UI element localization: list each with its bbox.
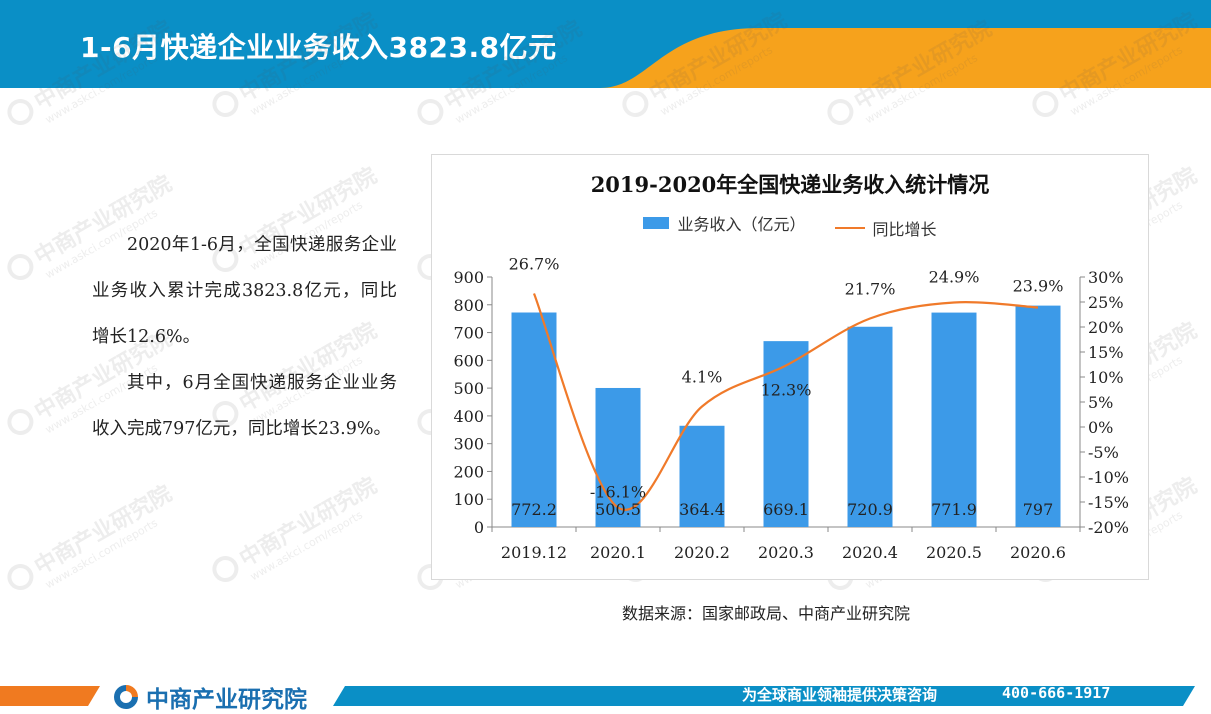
- x-tick-label: 2020.5: [926, 543, 982, 562]
- bar: [679, 425, 725, 527]
- x-tick-label: 2020.2: [674, 543, 730, 562]
- footer-bar: [0, 686, 1195, 706]
- bar: [511, 312, 557, 527]
- chart-title: 2019-2020年全国快递业务收入统计情况: [590, 172, 990, 197]
- growth-value-label: 21.7%: [845, 280, 896, 299]
- data-source: 数据来源：国家邮政局、中商产业研究院: [622, 604, 911, 623]
- watermark-logo-icon: [622, 91, 649, 117]
- y-right-tick-label: 10%: [1088, 368, 1124, 387]
- watermark-logo-icon: [1032, 91, 1059, 117]
- y-right-tick-label: 15%: [1088, 343, 1124, 362]
- logo-icon: [114, 685, 138, 709]
- footer-phone: 400-666-1917: [1002, 684, 1111, 702]
- y-right-tick-label: -10%: [1088, 468, 1129, 487]
- y-right-tick-label: -20%: [1088, 518, 1129, 537]
- growth-value-label: 4.1%: [682, 368, 723, 387]
- growth-value-label: 23.9%: [1013, 277, 1064, 296]
- legend-label-revenue: 业务收入（亿元）: [677, 215, 806, 234]
- header-bar: 1-6月快递企业业务收入3823.8亿元: [0, 0, 1211, 88]
- chart-frame: 2019-2020年全国快递业务收入统计情况 业务收入（亿元） 同比增长 0 10…: [431, 154, 1149, 580]
- header-orange-swoosh: [600, 28, 1211, 88]
- footer-logo: 中商产业研究院: [110, 680, 307, 714]
- watermark-logo-icon: [212, 556, 239, 582]
- y-left-tick-label: 900: [453, 268, 484, 287]
- y-right-tick-label: 30%: [1088, 268, 1124, 287]
- watermark-logo-icon: [7, 254, 34, 280]
- bar-value-label: 771.9: [931, 500, 977, 519]
- growth-value-label: -16.1%: [590, 483, 646, 502]
- y-right-tick-label: -15%: [1088, 493, 1129, 512]
- legend-label-growth: 同比增长: [872, 220, 937, 239]
- bar: [931, 312, 977, 527]
- growth-line: [532, 293, 1039, 511]
- watermark-logo-icon: [7, 99, 34, 125]
- watermark-logo-icon: [212, 91, 239, 117]
- growth-value-label: 26.7%: [509, 255, 560, 274]
- legend-item-growth: 同比增长: [834, 216, 937, 240]
- legend-bar-swatch: [643, 217, 670, 229]
- footer-slogan: 为全球商业领袖提供决策咨询: [742, 686, 938, 704]
- legend-item-revenue: 业务收入（亿元）: [643, 211, 805, 235]
- y-left-tick-label: 500: [453, 379, 484, 398]
- page-title: 1-6月快递企业业务收入3823.8亿元: [80, 31, 557, 64]
- bar-value-label: 669.1: [763, 500, 809, 519]
- x-tick-label: 2020.6: [1010, 543, 1066, 562]
- watermark-logo-icon: [7, 564, 34, 590]
- growth-value-label: 24.9%: [929, 268, 980, 287]
- y-right-tick-label: -5%: [1088, 443, 1119, 462]
- growth-value-label: 12.3%: [761, 381, 812, 400]
- bar: [847, 326, 893, 527]
- y-right-tick-label: 5%: [1088, 393, 1113, 412]
- x-tick-label: 2019.12: [501, 543, 567, 562]
- logo-text: 中商产业研究院: [146, 687, 307, 713]
- y-right-tick-label: 20%: [1088, 318, 1124, 337]
- y-left-tick-label: 600: [453, 351, 484, 370]
- x-tick-label: 2020.3: [758, 543, 814, 562]
- bar: [1015, 305, 1061, 527]
- x-tick-label: 2020.1: [590, 543, 646, 562]
- watermark-logo-icon: [417, 99, 444, 125]
- watermark-url: www.askci.com/reports: [248, 508, 365, 583]
- bar-value-label: 772.2: [511, 500, 557, 519]
- watermark-text: 中商产业研究院: [30, 481, 176, 581]
- summary-paragraph-1: 2020年1-6月，全国快递服务企业业务收入累计完成3823.8亿元，同比增长1…: [92, 235, 397, 347]
- y-left-tick-label: 100: [453, 490, 484, 509]
- bar-value-label: 720.9: [847, 500, 893, 519]
- bar: [595, 387, 641, 527]
- bar-value-label: 364.4: [679, 500, 725, 519]
- y-right-tick-label: 25%: [1088, 293, 1124, 312]
- y-right-tick-label: 0%: [1088, 418, 1113, 437]
- watermark-logo-icon: [7, 409, 34, 435]
- bar-value-label: 500.5: [595, 500, 641, 519]
- y-left-tick-label: 200: [453, 462, 484, 481]
- y-left-tick-label: 800: [453, 296, 484, 315]
- summary-paragraph-2: 其中，6月全国快递服务企业业务收入完成797亿元，同比增长23.9%。: [92, 373, 397, 439]
- watermark-text: 中商产业研究院: [235, 473, 381, 573]
- watermark-url: www.askci.com/reports: [43, 516, 160, 591]
- x-tick-label: 2020.4: [842, 543, 898, 562]
- y-left-tick-label: 300: [453, 435, 484, 454]
- chart-plot: 0 100 200 300 400 500 600 700 800 900 -20% -15% -10%…: [453, 255, 1129, 563]
- chart-legend: 业务收入（亿元） 同比增长: [432, 211, 1148, 240]
- legend-line-swatch: [834, 227, 865, 229]
- y-left-tick-label: 400: [453, 407, 484, 426]
- y-left-tick-label: 0: [474, 518, 484, 537]
- bar-value-label: 797: [1023, 500, 1054, 519]
- y-left-tick-label: 700: [453, 324, 484, 343]
- summary-text: 2020年1-6月，全国快递服务企业业务收入累计完成3823.8亿元，同比增长1…: [92, 222, 397, 452]
- watermark-logo-icon: [827, 99, 854, 125]
